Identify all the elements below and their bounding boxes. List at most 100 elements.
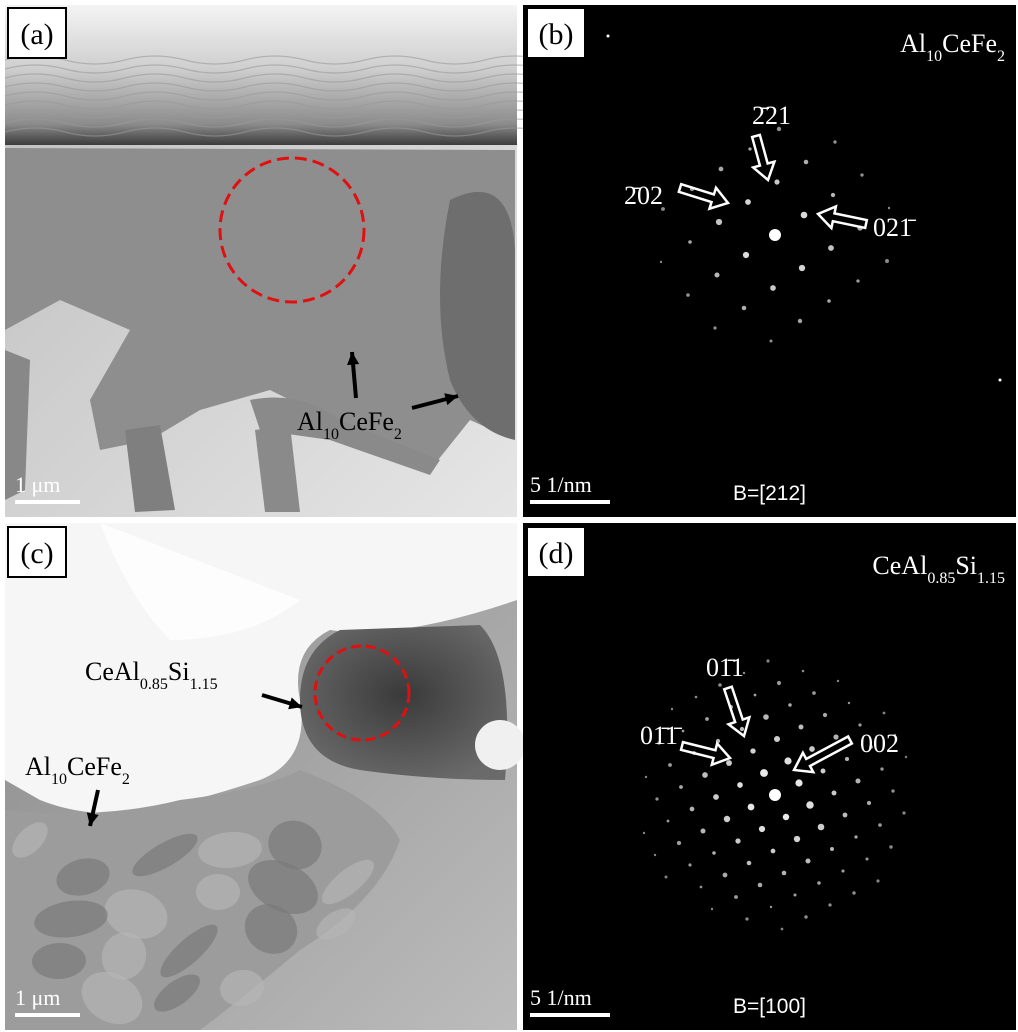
diffraction-spot — [812, 691, 816, 695]
stray-spot — [999, 379, 1002, 382]
diffraction-spot — [848, 702, 850, 704]
diffraction-spot — [858, 723, 861, 726]
diffraction-spot — [865, 857, 868, 860]
diffraction-spot — [766, 659, 769, 662]
diffraction-spot — [852, 891, 855, 894]
diffraction-spot — [719, 167, 724, 172]
page: TEM figure { "panels": [ {"label": "(a)"… — [0, 0, 1018, 1032]
diffraction-spot — [802, 670, 805, 673]
diffraction-spot — [724, 816, 730, 822]
diffraction-spot — [770, 285, 776, 291]
diffraction-spot — [885, 259, 889, 263]
diffraction-spot — [855, 778, 860, 783]
diffraction-spot — [878, 823, 882, 827]
diffraction-spot — [804, 915, 807, 918]
grain — [300, 625, 507, 780]
diffraction-spot — [827, 299, 831, 303]
diffraction-spot — [759, 826, 765, 832]
formula-part: CeFe — [67, 752, 122, 781]
body: (a)Al10CeFe21 μm(b)Al10CeFe22̄212̄02021̄… — [0, 0, 1018, 1032]
diffraction-spot — [711, 908, 713, 910]
diffraction-spot — [702, 772, 708, 778]
diffraction-spot — [804, 160, 809, 165]
diffraction-spot — [856, 279, 859, 282]
diffraction-spot — [713, 794, 719, 800]
diffraction-spot — [705, 717, 709, 721]
formula-part: CeFe — [339, 407, 394, 436]
subscript: 10 — [323, 426, 339, 443]
diffraction-spot — [726, 760, 732, 766]
diffraction-spot — [821, 769, 826, 774]
bright-spot — [475, 720, 525, 770]
diffraction-spot — [889, 845, 892, 848]
diffraction-spot — [745, 199, 751, 205]
scale-bar-label: 5 1/nm — [530, 985, 592, 1010]
subscript: 0.85 — [140, 676, 168, 693]
panel-label: (a) — [20, 18, 53, 51]
diffraction-spot — [754, 694, 757, 697]
panel-label: (c) — [20, 537, 53, 570]
diffraction-spot — [806, 801, 813, 808]
diffraction-spot — [805, 858, 810, 863]
formula-part: Al — [25, 752, 51, 781]
subscript: 2 — [122, 771, 130, 788]
diffraction-spot — [763, 714, 769, 720]
diffraction-spot — [795, 779, 802, 786]
diffraction-spot — [682, 730, 685, 733]
diffraction-spot — [876, 879, 879, 882]
diffraction-spot — [700, 886, 703, 889]
subscript: 10 — [926, 48, 942, 65]
diffraction-spot — [748, 147, 751, 150]
diffraction-spot — [880, 767, 883, 770]
diffraction-spot — [845, 757, 849, 761]
diffraction-spot — [830, 847, 834, 851]
diffraction-spot — [793, 893, 796, 896]
diffraction-spot — [679, 785, 683, 789]
figure: (a)Al10CeFe21 μm(b)Al10CeFe22̄212̄02021̄… — [0, 0, 1018, 1032]
diffraction-spot — [695, 696, 698, 699]
diffraction-spot — [888, 207, 890, 209]
diffraction-spot — [743, 252, 749, 258]
diffraction-spot — [801, 212, 808, 219]
diffraction-spot — [723, 873, 728, 878]
panel-label: (b) — [539, 18, 574, 51]
formula-part: CeFe — [942, 29, 997, 58]
diffraction-spot — [891, 789, 894, 792]
diffraction-spot — [742, 306, 747, 311]
miller-index: 2̄21 — [752, 101, 791, 130]
diffraction-spot — [843, 813, 848, 818]
diffraction-spot — [686, 293, 690, 297]
diffraction-spot — [771, 849, 776, 854]
zone-axis: B=[212] — [733, 482, 806, 505]
diffraction-spot — [854, 835, 857, 838]
diffraction-spot — [774, 736, 780, 742]
diffraction-spot — [643, 832, 645, 834]
diffraction-spot — [734, 895, 738, 899]
formula-part: Si — [955, 551, 977, 580]
scale-bar — [530, 500, 610, 504]
diffraction-spot — [748, 804, 755, 811]
diffraction-spot — [867, 801, 871, 805]
scale-bar-label: 1 μm — [15, 985, 60, 1010]
scale-bar-label: 5 1/nm — [530, 472, 592, 497]
diffraction-spot — [770, 906, 772, 908]
diffraction-spot — [747, 861, 752, 866]
diffraction-spot — [688, 863, 691, 866]
diffraction-spot — [737, 782, 743, 788]
diffraction-spot — [828, 903, 831, 906]
subscript: 2 — [997, 48, 1005, 65]
diffraction-spot — [782, 871, 787, 876]
diffraction-spot — [667, 820, 670, 823]
diffraction-spot — [794, 836, 800, 842]
formula-part: CeAl — [872, 551, 927, 580]
subscript: 1.15 — [190, 676, 218, 693]
diffraction-spot — [688, 240, 692, 244]
diffraction-spot — [660, 261, 662, 263]
diffraction-spot — [799, 265, 805, 271]
diffraction-spot — [832, 791, 837, 796]
diffraction-spot — [883, 712, 886, 715]
diffraction-pattern — [523, 523, 1016, 1030]
panel-label: (d) — [539, 537, 574, 570]
diffraction-pattern — [523, 5, 1016, 517]
